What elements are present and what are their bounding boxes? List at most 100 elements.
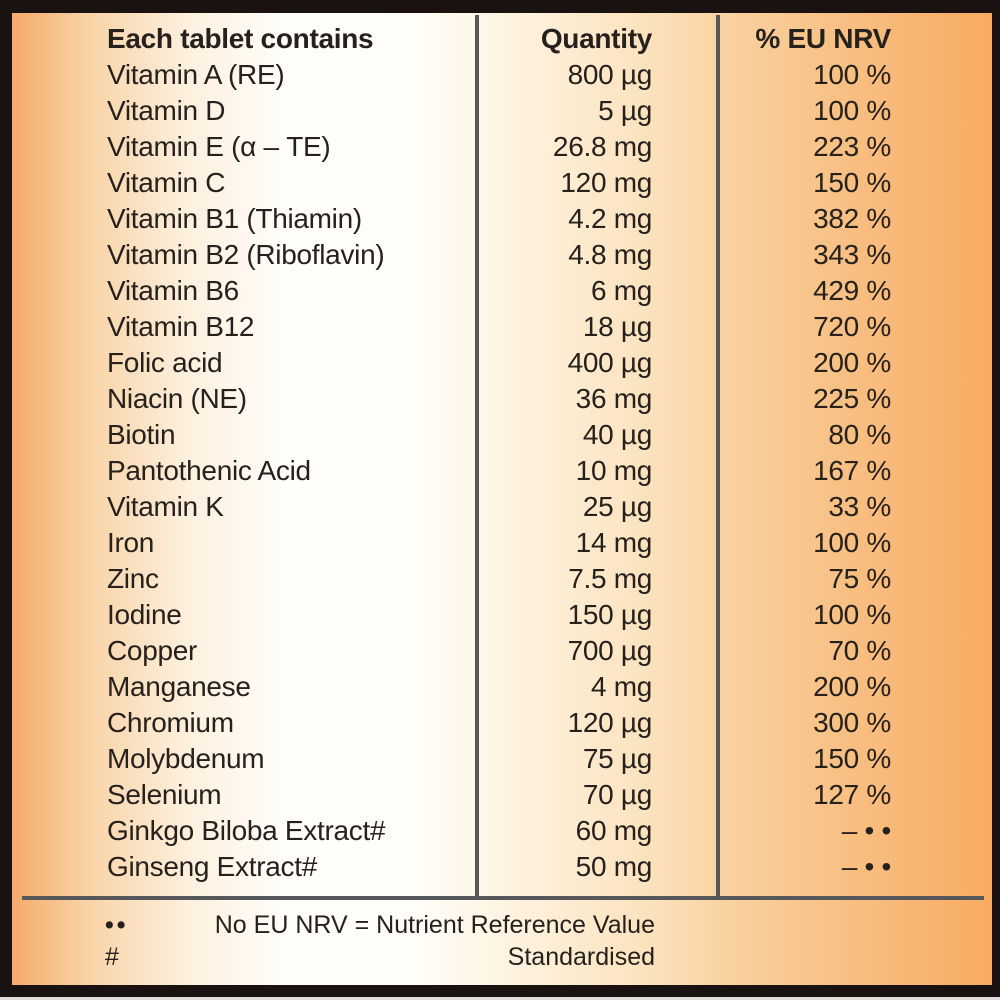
ingredient-name: Niacin (NE) [107,383,247,414]
ingredient-name: Ginseng Extract# [107,851,317,882]
table-row: Folic acid 400 µg 200 % [12,345,992,381]
ingredient-name: Vitamin D [107,95,226,126]
quantity-value: 40 µg [582,419,652,450]
nrv-value: 100 % [813,527,891,558]
table-row: Vitamin B2 (Riboflavin) 4.8 mg 343 % [12,237,992,273]
nrv-value: 720 % [813,311,891,342]
nrv-value: 127 % [813,779,891,810]
table-row: Chromium 120 µg 300 % [12,705,992,741]
nrv-value: 100 % [813,599,891,630]
table-row: Vitamin B6 6 mg 429 % [12,273,992,309]
table-row: Iodine 150 µg 100 % [12,597,992,633]
ingredient-name: Selenium [107,779,222,810]
table-row: Biotin 40 µg 80 % [12,417,992,453]
quantity-value: 60 mg [575,815,653,846]
ingredient-name: Pantothenic Acid [107,455,311,486]
ingredient-name: Vitamin E (α – TE) [107,131,331,162]
nrv-value: 200 % [813,347,891,378]
table-row: Vitamin E (α – TE) 26.8 mg 223 % [12,129,992,165]
quantity-value: 800 µg [567,59,653,90]
quantity-value: 75 µg [582,743,652,774]
quantity-value: 400 µg [567,347,653,378]
quantity-value: 25 µg [582,491,652,522]
ingredient-name: Iodine [107,599,182,630]
ingredient-name: Zinc [107,563,159,594]
table-row: Copper 700 µg 70 % [12,633,992,669]
table-row: Vitamin C 120 mg 150 % [12,165,992,201]
footnotes: •• No EU NRV = Nutrient Reference Value … [12,909,992,973]
table-row: Vitamin B12 18 µg 720 % [12,309,992,345]
quantity-value: 700 µg [567,635,653,666]
table-row: Vitamin A (RE) 800 µg 100 % [12,57,992,93]
nrv-value: 429 % [813,275,891,306]
quantity-value: 7.5 mg [568,563,652,594]
quantity-value: 4 mg [590,671,652,702]
ingredient-name: Vitamin B1 (Thiamin) [107,203,362,234]
ingredient-name: Vitamin B6 [107,275,239,306]
nrv-value: 33 % [828,491,891,522]
column-divider-2 [716,15,720,896]
label-background: Each tablet contains Quantity % EU NRV V… [12,13,992,985]
nrv-value: 100 % [813,59,891,90]
ingredient-name: Vitamin K [107,491,224,522]
header-ingredient: Each tablet contains [107,23,374,54]
ingredient-name: Manganese [107,671,251,702]
nrv-value: – • • [841,815,892,846]
nrv-value: 200 % [813,671,891,702]
table-header-row: Each tablet contains Quantity % EU NRV [12,21,992,57]
quantity-value: 50 mg [575,851,653,882]
table-row: Vitamin B1 (Thiamin) 4.2 mg 382 % [12,201,992,237]
nrv-value: 70 % [828,635,891,666]
table-row: Zinc 7.5 mg 75 % [12,561,992,597]
nrv-value: 225 % [813,383,891,414]
ingredient-name: Vitamin B12 [107,311,255,342]
nrv-value: 150 % [813,167,891,198]
quantity-value: 70 µg [582,779,652,810]
table-row: Iron 14 mg 100 % [12,525,992,561]
table-row: Manganese 4 mg 200 % [12,669,992,705]
footnote-nrv-text: No EU NRV = Nutrient Reference Value [214,911,655,939]
quantity-value: 4.8 mg [568,239,652,270]
table-row: Vitamin K 25 µg 33 % [12,489,992,525]
header-quantity: Quantity [540,23,652,54]
nrv-value: 75 % [828,563,891,594]
footnote-standardised: # Standardised [12,941,992,973]
photo-edge-strip [0,997,1000,1000]
ingredients-table: Each tablet contains Quantity % EU NRV V… [12,21,992,885]
footnote-standardised-text: Standardised [507,943,655,971]
header-nrv: % EU NRV [755,23,891,54]
quantity-value: 120 µg [567,707,653,738]
ingredient-name: Copper [107,635,198,666]
nrv-value: 150 % [813,743,891,774]
ingredient-name: Vitamin C [107,167,226,198]
column-divider-1 [475,15,479,896]
nrv-value: 300 % [813,707,891,738]
ingredient-name: Ginkgo Biloba Extract# [107,815,386,846]
hash-symbol: # [105,943,119,971]
nrv-value: 343 % [813,239,891,270]
table-row: Vitamin D 5 µg 100 % [12,93,992,129]
table-row: Molybdenum 75 µg 150 % [12,741,992,777]
quantity-value: 36 mg [575,383,653,414]
table-row: Niacin (NE) 36 mg 225 % [12,381,992,417]
quantity-value: 120 mg [560,167,652,198]
quantity-value: 14 mg [575,527,653,558]
quantity-value: 6 mg [590,275,652,306]
table-row: Selenium 70 µg 127 % [12,777,992,813]
table-row: Ginkgo Biloba Extract# 60 mg – • • [12,813,992,849]
quantity-value: 18 µg [582,311,652,342]
double-bullet-symbol: •• [105,911,129,939]
nrv-value: 167 % [813,455,891,486]
quantity-value: 150 µg [567,599,653,630]
quantity-value: 10 mg [575,455,653,486]
nrv-value: 80 % [828,419,891,450]
table-row: Pantothenic Acid 10 mg 167 % [12,453,992,489]
ingredient-name: Chromium [107,707,234,738]
nrv-value: 100 % [813,95,891,126]
quantity-value: 4.2 mg [568,203,652,234]
nrv-value: – • • [841,851,892,882]
ingredient-name: Vitamin B2 (Riboflavin) [107,239,385,270]
footnote-separator [22,896,984,900]
footnote-nrv: •• No EU NRV = Nutrient Reference Value [12,909,992,941]
